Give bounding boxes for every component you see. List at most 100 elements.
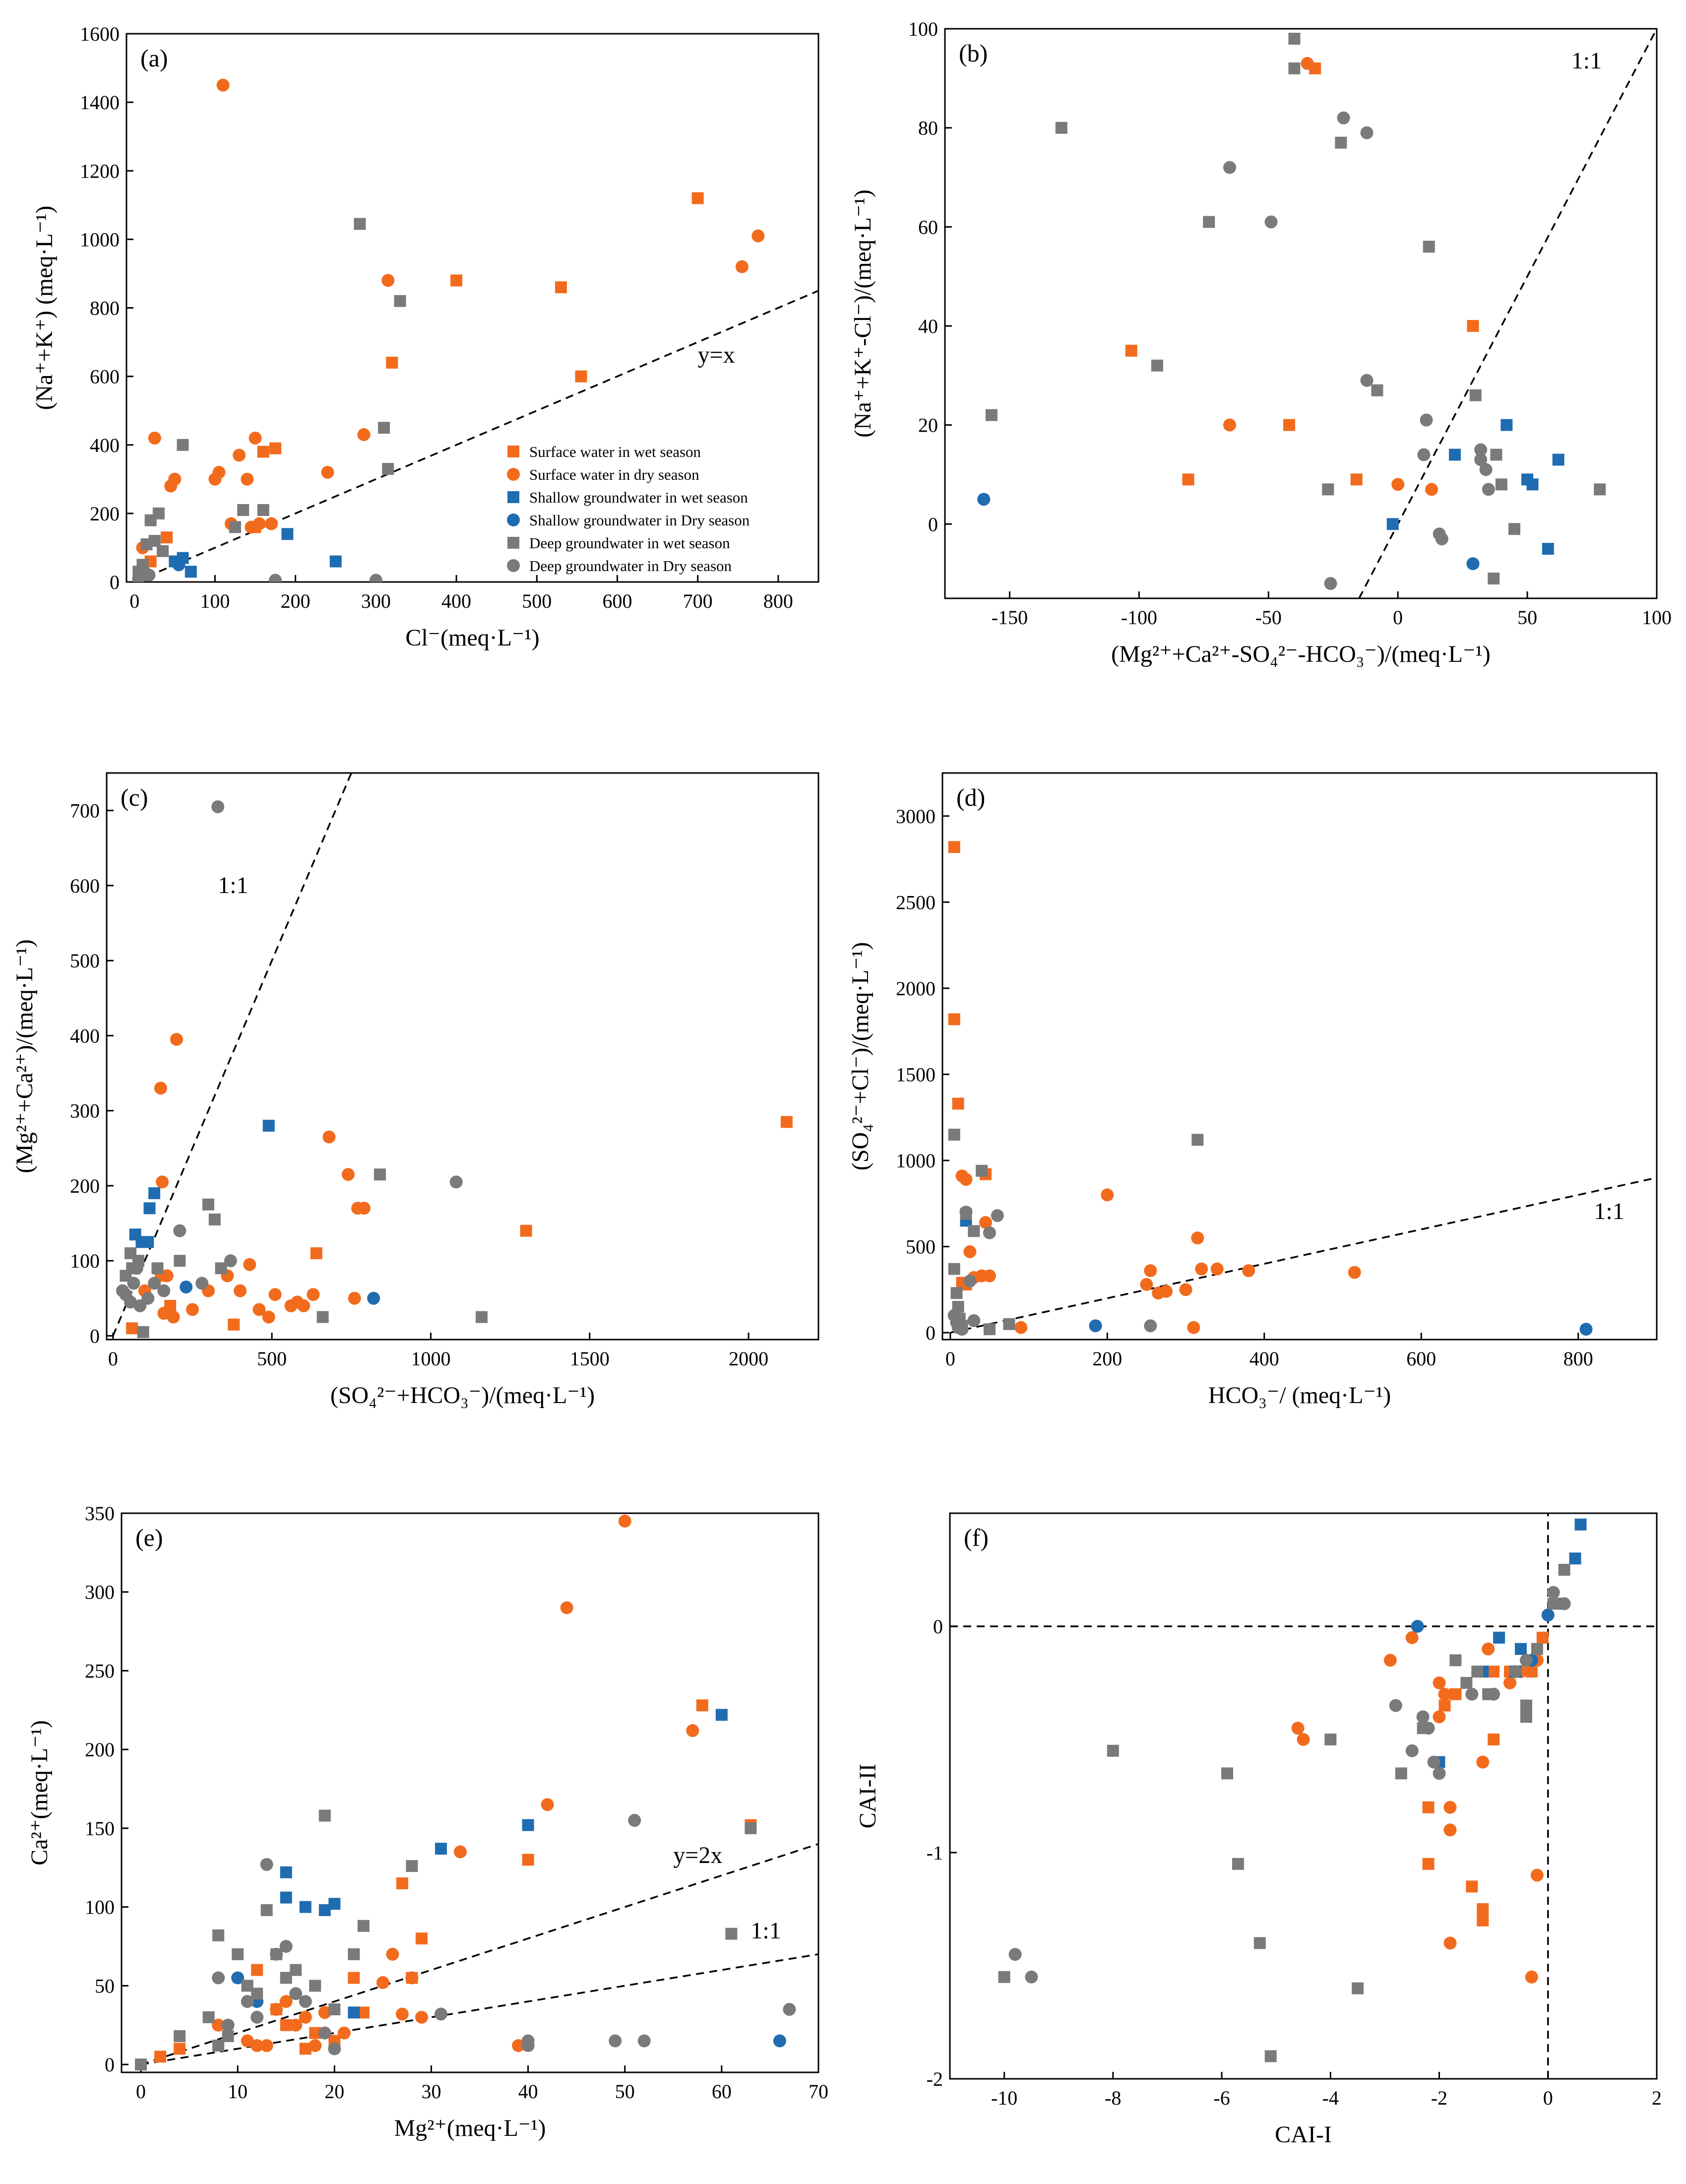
- data-point: [148, 431, 161, 445]
- data-point: [170, 1032, 183, 1046]
- y-tick-label: 500: [70, 950, 100, 972]
- data-point: [555, 281, 567, 294]
- data-point: [233, 449, 246, 462]
- data-point: [328, 1898, 341, 1910]
- data-point: [983, 1226, 996, 1239]
- data-point: [228, 1318, 240, 1331]
- data-point: [1433, 1676, 1446, 1689]
- y-tick-label: -2: [927, 2068, 943, 2090]
- data-point: [1389, 1699, 1402, 1712]
- series-shallow-groundwater-in-wet-season: [169, 528, 342, 578]
- data-point: [1210, 1262, 1224, 1276]
- data-point: [575, 370, 587, 383]
- reference-line: [1358, 29, 1657, 598]
- data-point: [241, 2034, 254, 2048]
- data-point: [1422, 1801, 1435, 1813]
- panel-label: (f): [964, 1524, 989, 1551]
- data-point: [691, 192, 704, 204]
- data-point: [1324, 577, 1337, 590]
- data-point: [1525, 1666, 1538, 1678]
- x-tick-label: 20: [324, 2080, 344, 2103]
- data-point: [434, 2007, 447, 2021]
- data-point: [252, 1303, 266, 1316]
- data-point: [1025, 1970, 1038, 1984]
- data-point: [520, 1224, 532, 1237]
- data-point: [1487, 1687, 1500, 1701]
- data-point: [1383, 1654, 1397, 1667]
- data-point: [252, 517, 266, 530]
- data-point: [167, 1310, 180, 1324]
- data-point: [212, 1971, 225, 1985]
- data-point: [1144, 1264, 1157, 1278]
- data-point: [1500, 419, 1513, 431]
- data-point: [154, 1082, 167, 1095]
- data-point: [180, 1281, 193, 1294]
- data-point: [310, 1247, 322, 1260]
- data-point: [1449, 1688, 1462, 1700]
- data-point: [328, 2042, 341, 2056]
- data-point: [1552, 453, 1564, 466]
- data-point: [1360, 126, 1374, 139]
- legend-marker: [507, 537, 519, 549]
- data-point: [1547, 1598, 1560, 1610]
- data-point: [1324, 1734, 1337, 1745]
- data-point: [1405, 1744, 1419, 1757]
- data-point: [127, 1277, 140, 1290]
- y-tick-label: 0: [90, 1325, 100, 1347]
- y-tick-label: 0: [110, 571, 120, 593]
- data-point: [369, 574, 382, 582]
- data-point: [367, 1291, 380, 1305]
- data-point: [977, 493, 991, 506]
- legend-entry: Surface water in wet season: [529, 443, 701, 460]
- data-point: [290, 1964, 302, 1976]
- data-point: [773, 2034, 786, 2048]
- data-point: [1542, 543, 1554, 555]
- x-axis-title: HCO₃⁻/ (meq·L⁻¹): [1208, 1382, 1391, 1409]
- x-axis-title: CAI-I: [1275, 2121, 1332, 2148]
- data-point: [1422, 1722, 1435, 1735]
- series-deep-groundwater-in-dry-season: [1008, 1586, 1571, 1984]
- data-point: [1448, 449, 1461, 461]
- data-point: [618, 1514, 631, 1528]
- x-tick-label: 500: [257, 1348, 287, 1370]
- y-tick-label: 2500: [896, 891, 936, 913]
- data-point: [1191, 1134, 1204, 1146]
- data-point: [234, 1284, 247, 1297]
- data-point: [1438, 1687, 1451, 1701]
- plot-frame: [121, 1512, 819, 2073]
- data-point: [1490, 449, 1502, 461]
- data-point: [1443, 1800, 1457, 1814]
- x-tick-label: 400: [441, 590, 471, 612]
- reference-line: [112, 773, 352, 1337]
- data-point: [141, 1291, 155, 1305]
- data-point: [357, 1202, 371, 1215]
- data-point: [1283, 419, 1296, 431]
- x-tick-label: 30: [421, 2080, 441, 2103]
- series-surface-water-in-dry-season: [212, 1514, 699, 2053]
- data-point: [1493, 1631, 1505, 1644]
- reference-line: [140, 1843, 818, 2065]
- data-point: [450, 274, 463, 287]
- x-tick-label: -8: [1105, 2087, 1121, 2109]
- data-point: [1433, 1710, 1446, 1724]
- data-point: [396, 1877, 408, 1890]
- data-point: [1569, 1552, 1581, 1565]
- data-point: [1449, 1654, 1462, 1667]
- reference-line-label: 1:1: [1594, 1198, 1624, 1224]
- x-tick-label: 600: [1406, 1348, 1436, 1370]
- data-point: [309, 2039, 322, 2053]
- data-point: [1460, 1677, 1473, 1689]
- data-point: [318, 1809, 331, 1822]
- y-tick-label: 700: [70, 800, 100, 822]
- reference-line-label: y=2x: [673, 1842, 722, 1868]
- panel-label: (b): [959, 39, 988, 67]
- legend-marker: [507, 559, 520, 572]
- data-point: [1508, 523, 1520, 535]
- series-deep-groundwater-in-dry-season: [132, 565, 382, 582]
- y-tick-label: 100: [85, 1896, 115, 1919]
- x-tick-label: 800: [1563, 1348, 1593, 1370]
- data-point: [952, 1097, 964, 1110]
- plot-frame: [941, 772, 1658, 1341]
- y-tick-label: 500: [906, 1236, 936, 1258]
